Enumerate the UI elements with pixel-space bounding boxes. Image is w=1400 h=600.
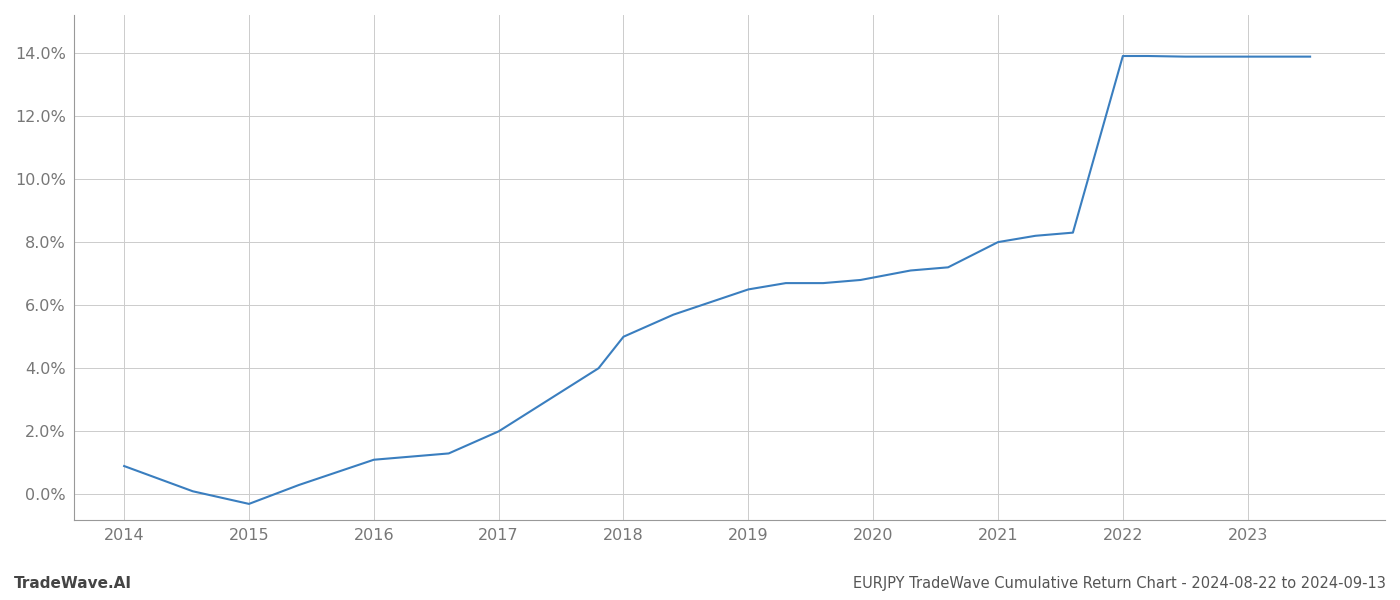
Text: EURJPY TradeWave Cumulative Return Chart - 2024-08-22 to 2024-09-13: EURJPY TradeWave Cumulative Return Chart…: [853, 576, 1386, 591]
Text: TradeWave.AI: TradeWave.AI: [14, 576, 132, 591]
